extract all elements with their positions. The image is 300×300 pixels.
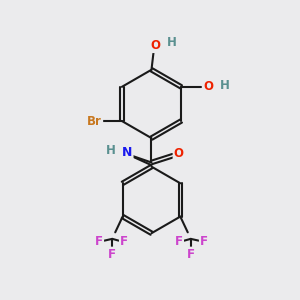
Text: O: O (203, 80, 213, 93)
Text: F: F (108, 248, 116, 261)
Text: F: F (175, 235, 183, 248)
Text: F: F (187, 248, 195, 261)
Text: O: O (174, 147, 184, 160)
Text: H: H (106, 144, 116, 157)
Text: N: N (122, 146, 132, 159)
Text: F: F (120, 235, 128, 248)
Text: F: F (95, 235, 103, 248)
Text: O: O (150, 39, 160, 52)
Text: H: H (220, 79, 230, 92)
Text: H: H (167, 36, 176, 49)
Text: F: F (200, 235, 208, 248)
Text: Br: Br (87, 115, 102, 128)
